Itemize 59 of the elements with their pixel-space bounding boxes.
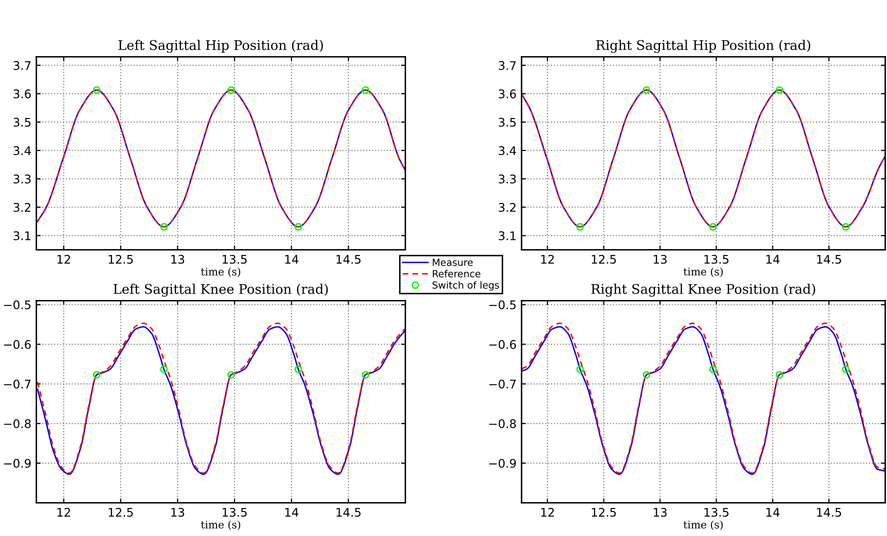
y-tick-label: 3.1 bbox=[498, 231, 516, 240]
chart-title: Left Sagittal Hip Position (rad) bbox=[118, 40, 323, 53]
y-tick-label: 3.2 bbox=[14, 202, 30, 212]
y-tick-label: 3.5 bbox=[498, 118, 516, 127]
x-tick-label: 14 bbox=[285, 508, 298, 517]
x-tick-label: 13.5 bbox=[222, 254, 247, 264]
x-tick-label: 12.5 bbox=[592, 254, 616, 264]
y-tick-label: 3.3 bbox=[14, 174, 31, 184]
x-tick-label: 12.5 bbox=[108, 508, 133, 517]
y-tick-label: 3.5 bbox=[14, 118, 30, 127]
legend-label: Measure bbox=[432, 258, 473, 266]
x-tick-label: 14.5 bbox=[817, 508, 842, 517]
x-tick-label: 13.5 bbox=[222, 508, 247, 517]
legend-label: Switch of legs bbox=[432, 281, 500, 291]
x-tick-label: 14.5 bbox=[336, 508, 361, 517]
x-tick-label: 12 bbox=[541, 254, 554, 264]
x-axis-title: time (s) bbox=[200, 520, 240, 530]
x-tick-label: 12.5 bbox=[108, 254, 133, 264]
x-tick-label: 13.5 bbox=[704, 508, 728, 517]
x-tick-label: 13 bbox=[654, 254, 667, 264]
y-tick-label: −0.9 bbox=[4, 458, 31, 468]
y-tick-label: 3.1 bbox=[14, 231, 30, 240]
chart-title: Right Sagittal Hip Position (rad) bbox=[596, 40, 810, 53]
chart-title: Right Sagittal Knee Position (rad) bbox=[591, 284, 816, 297]
y-tick-label: 3.6 bbox=[498, 89, 516, 98]
y-tick-label: 3.3 bbox=[498, 174, 516, 184]
y-tick-label: 3.7 bbox=[14, 61, 30, 70]
legend-label: Reference bbox=[432, 270, 480, 278]
x-tick-label: 13.5 bbox=[704, 254, 728, 264]
y-tick-label: −0.9 bbox=[489, 458, 516, 468]
x-tick-label: 13 bbox=[171, 508, 184, 517]
x-tick-label: 14 bbox=[766, 508, 780, 517]
y-tick-label: −0.6 bbox=[489, 340, 516, 349]
x-tick-label: 14.5 bbox=[817, 255, 842, 264]
chart-title: Left Sagittal Knee Position (rad) bbox=[114, 284, 328, 297]
y-tick-label: −0.7 bbox=[489, 380, 516, 389]
y-tick-label: −0.5 bbox=[489, 300, 516, 310]
y-tick-label: 3.2 bbox=[498, 202, 516, 212]
x-tick-label: 12 bbox=[57, 508, 70, 517]
y-tick-label: −0.5 bbox=[4, 300, 30, 310]
y-tick-label: 3.7 bbox=[498, 61, 516, 70]
y-tick-label: −0.7 bbox=[4, 380, 30, 389]
x-axis-title: time (s) bbox=[684, 520, 723, 530]
x-tick-label: 14 bbox=[766, 255, 780, 264]
x-tick-label: 12 bbox=[541, 508, 554, 517]
x-tick-label: 13 bbox=[654, 508, 667, 517]
x-tick-label: 13 bbox=[171, 254, 184, 264]
x-tick-label: 12 bbox=[57, 254, 70, 264]
x-axis-title: time (s) bbox=[200, 267, 240, 277]
x-tick-label: 12.5 bbox=[592, 508, 616, 517]
y-tick-label: −0.8 bbox=[4, 419, 31, 428]
y-tick-label: 3.6 bbox=[14, 89, 31, 98]
y-tick-label: −0.8 bbox=[489, 419, 516, 428]
x-tick-label: 14.5 bbox=[336, 255, 361, 264]
x-axis-title: time (s) bbox=[684, 267, 723, 277]
y-tick-label: −0.6 bbox=[4, 340, 31, 349]
y-tick-label: 3.4 bbox=[14, 146, 31, 156]
y-tick-label: 3.4 bbox=[498, 146, 516, 156]
x-tick-label: 14 bbox=[285, 255, 298, 264]
